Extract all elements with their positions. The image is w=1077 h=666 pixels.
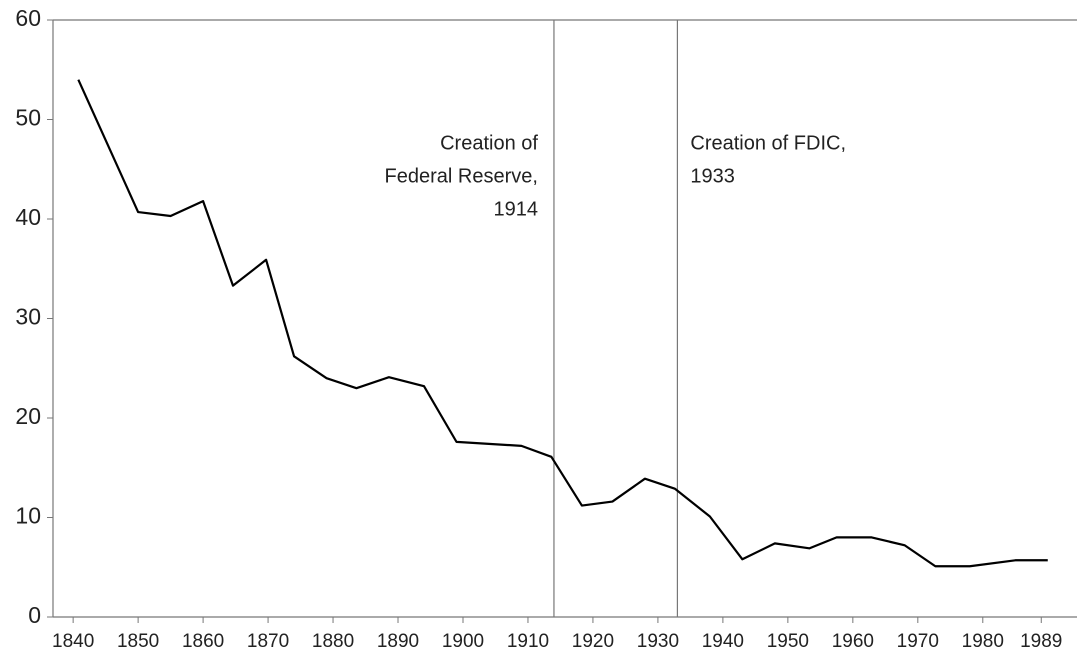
annotation: 1933	[690, 165, 735, 187]
x-tick-label: 1850	[117, 631, 159, 652]
x-tick-label: 1900	[442, 631, 484, 652]
y-tick-label: 10	[15, 503, 41, 529]
x-tick-label: 1920	[572, 631, 614, 652]
x-tick-label: 1870	[247, 631, 289, 652]
y-tick-label: 30	[15, 304, 41, 330]
x-tick-label: 1860	[182, 631, 224, 652]
y-tick-label: 40	[15, 204, 41, 230]
x-tick-label: 1930	[637, 631, 679, 652]
annotation: 1914	[493, 198, 538, 220]
x-tick-label: 1960	[832, 631, 874, 652]
x-tick-label: 1890	[377, 631, 419, 652]
y-tick-label: 20	[15, 403, 41, 429]
x-tick-label: 1910	[507, 631, 549, 652]
annotation: Federal Reserve,	[385, 165, 538, 187]
annotation: Creation of	[440, 132, 538, 154]
x-tick-label: 1970	[897, 631, 939, 652]
annotation: Creation of FDIC,	[690, 132, 846, 154]
y-tick-label: 0	[28, 602, 41, 628]
x-tick-label: 1950	[767, 631, 809, 652]
x-tick-label: 1980	[962, 631, 1004, 652]
x-tick-label: 1940	[702, 631, 744, 652]
data-line	[77, 79, 1048, 568]
y-tick-label: 60	[15, 5, 41, 31]
x-tick-label: 1989	[1020, 631, 1062, 652]
x-tick-label: 1840	[52, 631, 94, 652]
y-tick-label: 50	[15, 105, 41, 131]
x-tick-label: 1880	[312, 631, 354, 652]
